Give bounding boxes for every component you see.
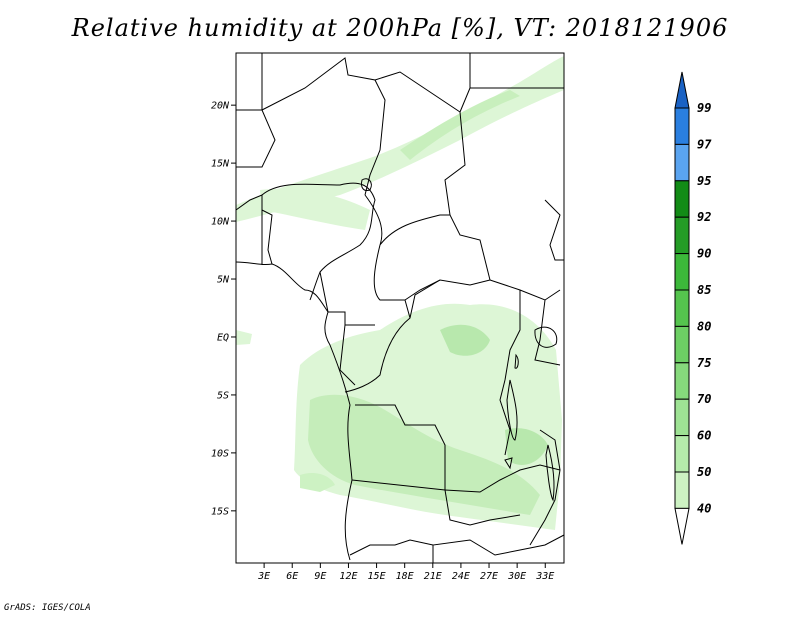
lat-tick-label: 10N (211, 217, 230, 228)
lon-tick-label: 30E (507, 571, 526, 582)
lat-tick-label: 15N (211, 159, 230, 170)
border-11 (344, 244, 411, 393)
lat-tick-label: EQ (217, 332, 229, 343)
border-25 (432, 534, 564, 563)
colorbar-segment (674, 253, 690, 291)
lon-tick-label: 12E (339, 571, 357, 582)
lake-malawi (545, 444, 555, 502)
border-13 (339, 324, 356, 386)
colorbar-level-label: 80 (697, 319, 711, 333)
colorbar-segment (674, 216, 690, 255)
lon-tick-label: 18E (396, 571, 414, 582)
colorbar-bottom-triangle (674, 507, 690, 545)
humidity-shading (236, 56, 564, 530)
country-borders (236, 53, 564, 563)
border-19 (355, 404, 446, 490)
colorbar-level-label: 70 (697, 392, 711, 406)
border-4 (374, 71, 491, 301)
border-14 (409, 279, 441, 319)
chart-title: Relative humidity at 200hPa [%], VT: 201… (71, 14, 729, 42)
lon-tick-label: 15E (368, 571, 386, 582)
colorbar-level-label: 95 (697, 174, 711, 188)
colorbar-level-label: 60 (697, 429, 711, 443)
border-26 (349, 539, 434, 556)
axis-labels: 20N 15N 10N 5N EQ 5S 10S 15S 3E 6E 9E 12E 15E 18E 21E 2… (211, 101, 554, 582)
colorbar-segment (674, 143, 690, 182)
colorbar-level-label: 92 (697, 210, 711, 224)
lat-tick-label: 15S (211, 506, 229, 517)
border-7 (261, 182, 376, 301)
humidity-patch-east (440, 324, 490, 356)
humidity-patch-coast (236, 330, 252, 345)
border-6 (459, 87, 471, 113)
border-15 (489, 279, 561, 301)
lat-tick-label: 20N (211, 101, 230, 112)
colorbar-level-label: 75 (697, 356, 711, 370)
lakes (361, 178, 558, 502)
coastline-west (236, 261, 353, 561)
humidity-band-north-core (400, 90, 520, 160)
border-21 (351, 479, 446, 491)
colorbar-level-label: 85 (697, 283, 711, 297)
lon-tick-label: 33E (535, 571, 554, 582)
colorbar-segment (674, 362, 690, 400)
colorbar-segment (674, 471, 690, 509)
colorbar-segment (674, 180, 690, 218)
colorbar-level-label: 50 (697, 465, 711, 479)
border-18 (534, 299, 561, 366)
colorbar-level-label: 40 (697, 501, 711, 515)
map-frame (235, 52, 565, 564)
colorbar-segment (674, 107, 690, 145)
border-16 (544, 199, 564, 261)
border-9 (261, 209, 273, 265)
humidity-patch-sw (300, 473, 335, 492)
border-23 (499, 379, 511, 456)
colorbar-level-label: 97 (697, 137, 712, 151)
border-8 (236, 194, 263, 265)
colorbar-segment (674, 435, 690, 473)
humidity-region-south-core (308, 394, 540, 515)
border-22 (444, 489, 521, 526)
lat-tick-label: 5N (217, 275, 230, 286)
colorbar-segment (674, 289, 690, 327)
border-2 (236, 109, 276, 168)
colorbar-top-triangle (674, 71, 690, 109)
lake-chad (361, 178, 372, 191)
border-17 (504, 290, 521, 381)
colorbar-segment (674, 325, 690, 364)
border-10 (364, 194, 450, 246)
lake-mweru (504, 457, 513, 470)
lake-tanganyika (506, 379, 518, 441)
lon-tick-label: 27E (480, 571, 498, 582)
border-20 (444, 464, 561, 493)
lake-kivu (514, 353, 519, 369)
lon-tick-label: 24E (452, 571, 470, 582)
lat-tick-label: 10S (211, 448, 229, 459)
colorbar-level-label: 90 (697, 247, 711, 261)
lon-tick-label: 9E (314, 571, 326, 582)
colorbar-level-label: 99 (697, 101, 711, 115)
lon-tick-label: 3E (257, 571, 270, 582)
grads-credit: GrADS: IGES/COLA (4, 603, 91, 613)
colorbar-segment (674, 398, 690, 437)
border-12 (319, 271, 375, 326)
colorbar: 99 97 95 92 90 85 80 75 70 60 50 40 (674, 71, 712, 545)
border-24 (529, 429, 561, 546)
lat-tick-label: 5S (217, 390, 229, 401)
lon-tick-label: 21E (424, 571, 442, 582)
humidity-band-north (236, 56, 564, 222)
lake-victoria (534, 326, 558, 348)
border-1 (236, 53, 263, 111)
lon-tick-label: 6E (286, 571, 298, 582)
humidity-patch-west (260, 188, 370, 230)
